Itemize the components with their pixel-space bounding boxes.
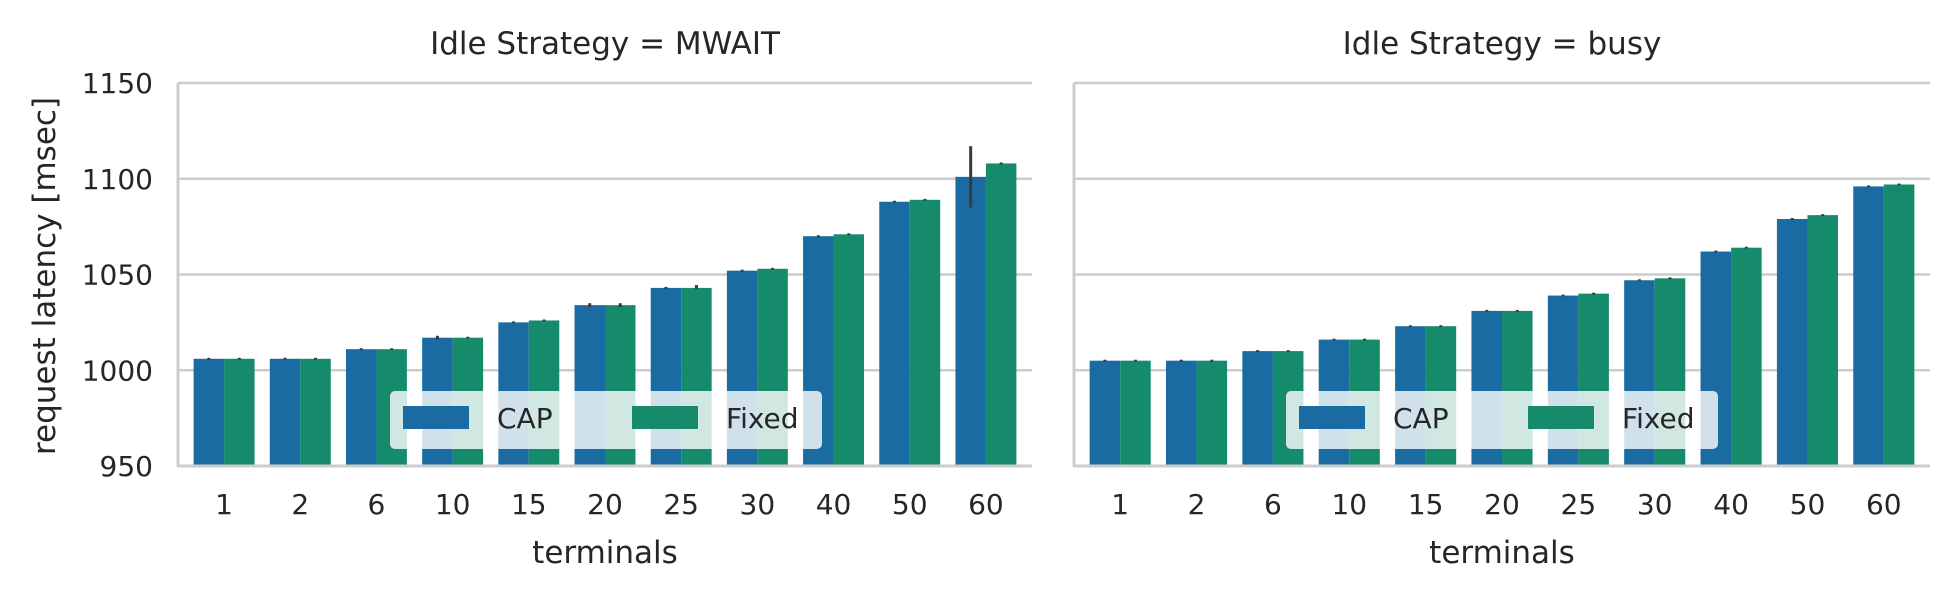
bar-cap (955, 176, 986, 466)
x-tick-label: 2 (291, 488, 309, 521)
panel-mwait: Idle Strategy = MWAIT 1 2 6 10 15 20 25 30 40 50 6… (27, 26, 1032, 571)
y-tick-label: 1000 (82, 354, 153, 387)
bar-fixed (909, 199, 941, 466)
x-tick-label: 60 (1866, 488, 1902, 521)
legend-label-cap: CAP (1393, 402, 1449, 435)
legend: CAP Fixed (1286, 391, 1718, 449)
bar-fixed (1196, 360, 1228, 466)
x-tick-label: 40 (816, 488, 852, 521)
x-tick-label: 25 (663, 488, 699, 521)
x-tick-label: 50 (892, 488, 928, 521)
legend: CAP Fixed (390, 391, 822, 449)
bar-cap (1242, 351, 1273, 466)
x-tick-label: 1 (1111, 488, 1129, 521)
x-tick-label: 20 (1484, 488, 1520, 521)
x-tick-label: 60 (968, 488, 1004, 521)
y-tick-label: 1050 (82, 259, 153, 292)
y-tick-label: 1100 (82, 163, 153, 196)
bar-fixed (1807, 215, 1838, 466)
legend-swatch-fixed (632, 406, 698, 429)
panel-title: Idle Strategy = busy (1343, 26, 1662, 62)
x-tick-label: 30 (1637, 488, 1673, 521)
legend-swatch-fixed (1528, 406, 1594, 429)
bar-cap (1166, 360, 1197, 466)
x-axis-label: terminals (1429, 535, 1575, 571)
legend-swatch-cap (1299, 406, 1365, 429)
x-tick-label: 6 (368, 488, 386, 521)
bar-fixed (985, 163, 1017, 466)
x-tick-label: 40 (1713, 488, 1749, 521)
x-tick-label: 10 (1331, 488, 1367, 521)
bar-fixed (1120, 360, 1151, 466)
legend-box (390, 391, 822, 449)
panel-title: Idle Strategy = MWAIT (430, 26, 781, 62)
legend-label-fixed: Fixed (726, 402, 799, 435)
x-tick-label: 10 (435, 488, 471, 521)
x-tick-label: 2 (1188, 488, 1206, 521)
x-tick-label: 25 (1561, 488, 1597, 521)
bar-cap (1853, 186, 1884, 466)
legend-swatch-cap (403, 406, 469, 429)
bar-cap (193, 358, 225, 466)
bar-fixed (833, 234, 865, 466)
x-tick-label: 50 (1790, 488, 1826, 521)
bar-fixed (1731, 247, 1762, 466)
x-tick-label: 1 (215, 488, 233, 521)
bar-fixed (224, 358, 255, 466)
bar-cap (345, 349, 377, 466)
legend-label-cap: CAP (497, 402, 553, 435)
bar-fixed (300, 358, 331, 466)
x-axis-label: terminals (532, 535, 678, 571)
y-tick-label: 950 (100, 450, 153, 483)
x-tick-label: 30 (740, 488, 776, 521)
bar-cap (1089, 360, 1121, 466)
x-tick-label: 6 (1264, 488, 1282, 521)
legend-box (1286, 391, 1718, 449)
y-tick-label: 1150 (82, 67, 153, 100)
x-tick-label: 15 (1408, 488, 1444, 521)
legend-label-fixed: Fixed (1622, 402, 1695, 435)
bar-fixed (1883, 184, 1915, 466)
bar-cap (269, 358, 301, 466)
y-axis-label: request latency [msec] (27, 97, 63, 455)
x-tick-label: 15 (511, 488, 547, 521)
x-tick-label: 20 (587, 488, 623, 521)
bar-cap (1776, 218, 1808, 466)
panel-busy: Idle Strategy = busy 1 2 6 10 15 20 25 30 40 50 60… (1072, 26, 1930, 571)
bar-cap (879, 201, 910, 467)
